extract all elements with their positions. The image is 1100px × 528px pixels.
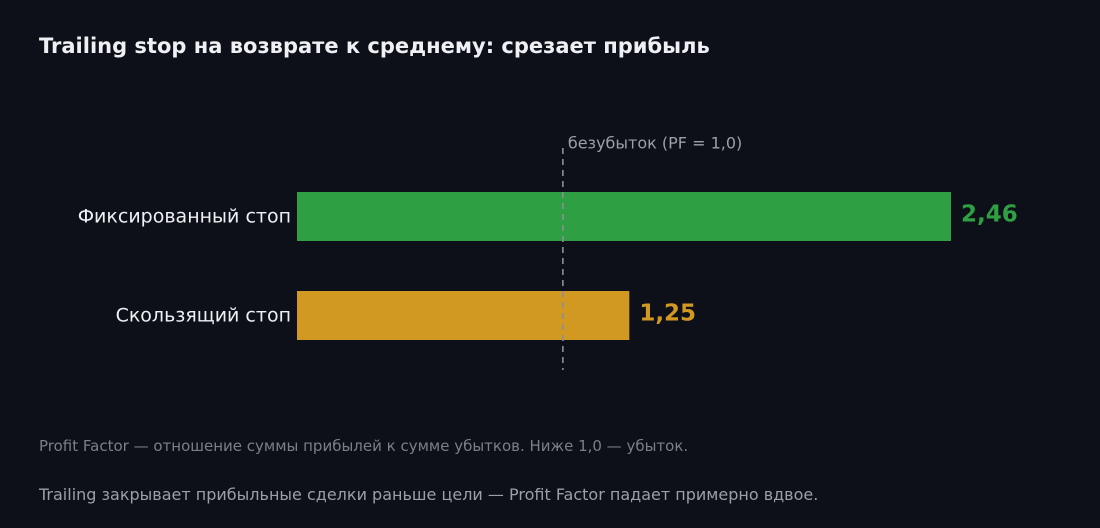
category-label-1: Фиксированный стоп	[78, 206, 291, 228]
chart-title: Trailing stop на возврате к среднему: ср…	[39, 34, 710, 58]
value-label-2: 1,25	[639, 301, 696, 327]
value-label-1: 2,46	[961, 202, 1018, 228]
bar-1	[297, 192, 951, 241]
category-label-2: Скользящий стоп	[116, 305, 291, 327]
bar-2	[297, 291, 630, 340]
profit-factor-definition-note: Profit Factor — отношение суммы прибылей…	[39, 437, 689, 455]
trailing-stop-conclusion-note: Trailing закрывает прибыльные сделки ран…	[39, 485, 819, 504]
break-even-label: безубыток (PF = 1,0)	[568, 134, 742, 153]
